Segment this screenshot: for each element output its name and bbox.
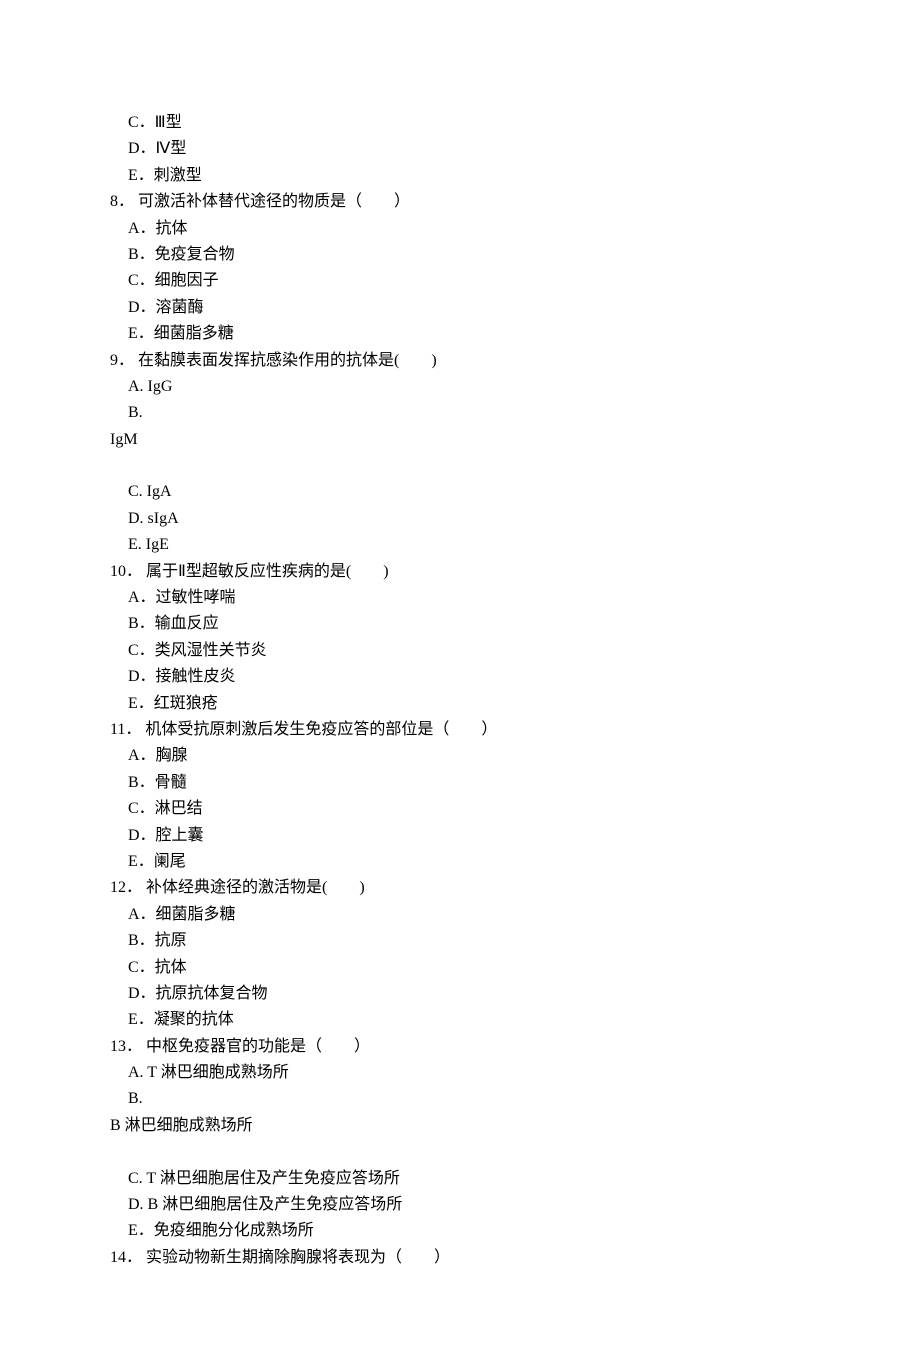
q11-opt-a: A．胸腺: [110, 743, 810, 769]
q11-opt-c: C．淋巴结: [110, 796, 810, 822]
q14-stem: 14． 实验动物新生期摘除胸腺将表现为（ ）: [110, 1245, 810, 1271]
q9-opt-d: D. sIgA: [110, 506, 810, 532]
q13-opt-b-2: B 淋巴细胞成熟场所: [110, 1113, 810, 1139]
q10-opt-a: A．过敏性哮喘: [110, 585, 810, 611]
q9-stem: 9． 在黏膜表面发挥抗感染作用的抗体是( ): [110, 348, 810, 374]
q9-opt-b-1: B.: [110, 400, 810, 426]
q11-opt-d: D．腔上囊: [110, 823, 810, 849]
q10-opt-e: E．红斑狼疮: [110, 691, 810, 717]
q8-opt-e: E．细菌脂多糖: [110, 321, 810, 347]
q8-opt-a: A．抗体: [110, 216, 810, 242]
q13-stem: 13． 中枢免疫器官的功能是（ ）: [110, 1034, 810, 1060]
q10-opt-d: D．接触性皮炎: [110, 664, 810, 690]
q13-opt-a: A. T 淋巴细胞成熟场所: [110, 1060, 810, 1086]
blank-1: [110, 453, 810, 479]
q9-opt-c: C. IgA: [110, 479, 810, 505]
q7-opt-c: C．Ⅲ型: [110, 110, 810, 136]
q8-opt-d: D．溶菌酶: [110, 295, 810, 321]
q12-opt-a: A．细菌脂多糖: [110, 902, 810, 928]
blank-2: [110, 1139, 810, 1165]
q9-opt-e: E. IgE: [110, 532, 810, 558]
q7-opt-d: D．Ⅳ型: [110, 136, 810, 162]
document-page: C．Ⅲ型D．Ⅳ型E．刺激型8． 可激活补体替代途径的物质是（ ）A．抗体B．免疫…: [0, 0, 920, 1351]
q10-opt-b: B．输血反应: [110, 611, 810, 637]
q13-opt-c: C. T 淋巴细胞居住及产生免疫应答场所: [110, 1166, 810, 1192]
q13-opt-b-1: B.: [110, 1086, 810, 1112]
q12-stem: 12． 补体经典途径的激活物是( ): [110, 875, 810, 901]
q11-stem: 11． 机体受抗原刺激后发生免疫应答的部位是（ ）: [110, 717, 810, 743]
q11-opt-b: B．骨髓: [110, 770, 810, 796]
q9-opt-b-2: IgM: [110, 427, 810, 453]
q11-opt-e: E．阑尾: [110, 849, 810, 875]
q13-opt-e: E．免疫细胞分化成熟场所: [110, 1218, 810, 1244]
q12-opt-c: C．抗体: [110, 955, 810, 981]
q8-opt-b: B．免疫复合物: [110, 242, 810, 268]
q12-opt-e: E．凝聚的抗体: [110, 1007, 810, 1033]
q13-opt-d: D. B 淋巴细胞居住及产生免疫应答场所: [110, 1192, 810, 1218]
q8-opt-c: C．细胞因子: [110, 268, 810, 294]
q12-opt-d: D．抗原抗体复合物: [110, 981, 810, 1007]
q10-stem: 10． 属于Ⅱ型超敏反应性疾病的是( ): [110, 559, 810, 585]
q7-opt-e: E．刺激型: [110, 163, 810, 189]
q10-opt-c: C．类风湿性关节炎: [110, 638, 810, 664]
q9-opt-a: A. IgG: [110, 374, 810, 400]
q12-opt-b: B．抗原: [110, 928, 810, 954]
q8-stem: 8． 可激活补体替代途径的物质是（ ）: [110, 189, 810, 215]
